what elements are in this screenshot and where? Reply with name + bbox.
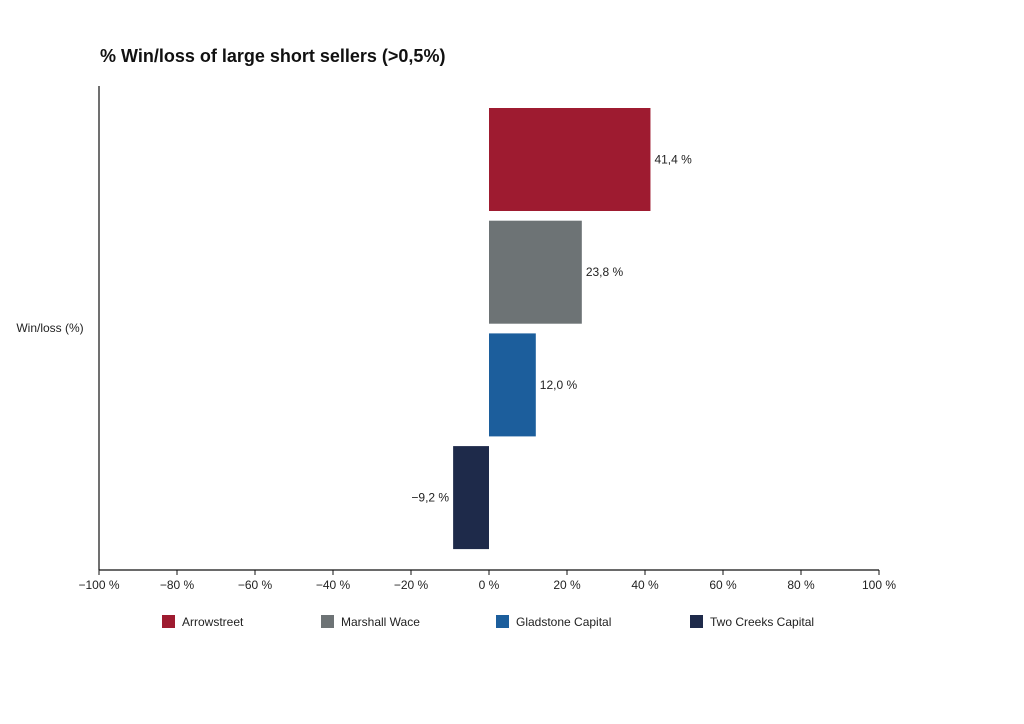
x-tick-label: −40 % [316,578,351,592]
bar-value-label: 41,4 % [654,153,692,167]
legend-swatch [162,615,175,628]
x-tick-label: 80 % [787,578,815,592]
bar-value-label: 23,8 % [586,265,624,279]
legend: Arrowstreet Marshall Wace Gladstone Capita… [162,615,814,629]
x-tick-label: 60 % [709,578,737,592]
x-tick-label: −60 % [238,578,273,592]
x-axis-ticks: −100 % −80 % −60 % −40 % −20 % 0 % 20 % 40 % 60 … [78,570,896,592]
legend-swatch [321,615,334,628]
y-axis-label: Win/loss (%) [16,321,83,335]
bar [453,446,489,550]
x-tick-label: 20 % [553,578,581,592]
bar-value-label: −9,2 % [411,491,449,505]
x-tick-label: 40 % [631,578,659,592]
x-tick-label: 0 % [479,578,500,592]
bar [489,333,536,437]
x-tick-label: −80 % [160,578,195,592]
legend-swatch [690,615,703,628]
x-tick-label: −100 % [78,578,119,592]
bar [489,108,651,211]
legend-label: Arrowstreet [182,615,244,629]
x-tick-label: −20 % [394,578,429,592]
legend-label: Two Creeks Capital [710,615,814,629]
legend-label: Marshall Wace [341,615,420,629]
legend-swatch [496,615,509,628]
bar [489,220,582,324]
x-tick-label: 100 % [862,578,896,592]
bars [453,108,651,550]
bar-value-label: 12,0 % [540,378,578,392]
chart-title: % Win/loss of large short sellers (>0,5%… [100,46,445,66]
data-labels: 41,4 % 23,8 % 12,0 % −9,2 % [411,153,692,505]
legend-label: Gladstone Capital [516,615,611,629]
